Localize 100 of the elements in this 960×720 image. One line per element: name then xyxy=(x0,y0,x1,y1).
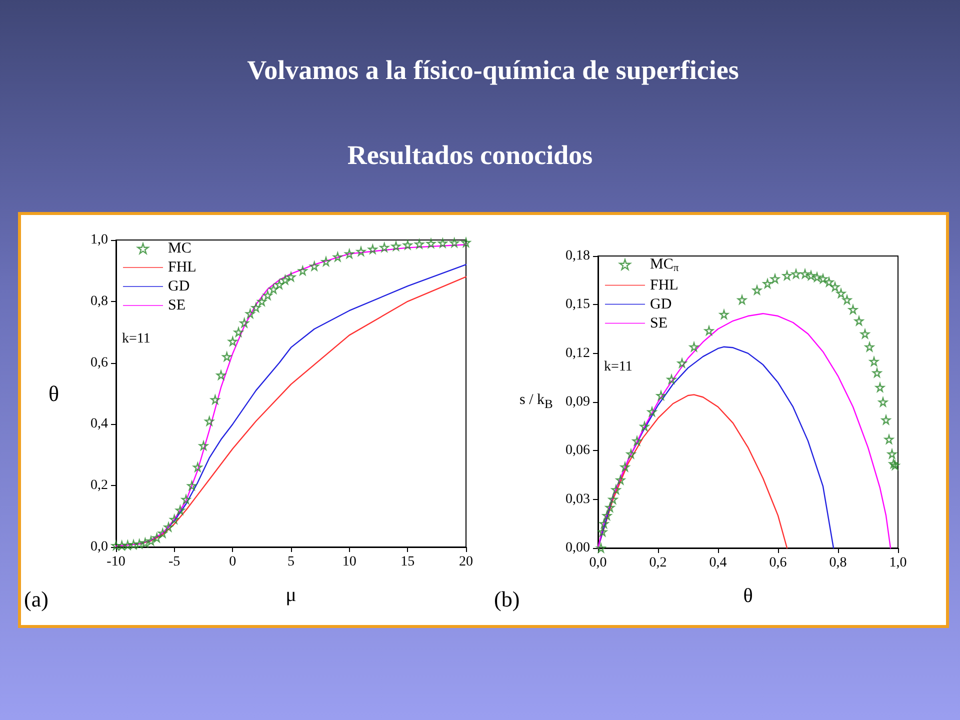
point xyxy=(626,449,636,459)
point xyxy=(878,397,888,407)
y-tick-label: 0,18 xyxy=(566,248,590,264)
point xyxy=(403,240,412,250)
y-tick-label: 0,03 xyxy=(566,492,590,507)
x-tick-label: 10 xyxy=(342,554,356,570)
x-tick-label: -5 xyxy=(168,554,180,570)
point xyxy=(818,274,828,284)
point xyxy=(128,540,138,550)
y-tick-label: 0,09 xyxy=(566,394,590,410)
y-tick-label: 0,2 xyxy=(90,478,108,494)
point xyxy=(286,272,296,282)
point xyxy=(181,494,191,504)
x-tick-label: 0,2 xyxy=(649,556,667,570)
x-tick-label: -10 xyxy=(106,554,126,570)
point xyxy=(647,407,657,416)
point xyxy=(860,329,870,338)
legend-label: GD xyxy=(168,278,190,294)
point xyxy=(632,436,642,446)
point xyxy=(887,449,897,459)
x-tick-label: 0 xyxy=(229,554,236,570)
point xyxy=(800,269,810,278)
point xyxy=(881,415,891,424)
point xyxy=(762,278,772,288)
annotation: k=11 xyxy=(604,360,632,374)
point xyxy=(164,522,174,532)
point xyxy=(836,288,846,298)
y-tick-label: 0,06 xyxy=(566,443,590,458)
x-tick-label: 0,0 xyxy=(589,556,607,570)
y-tick-label: 0,4 xyxy=(90,416,108,432)
y-tick-label: 1,0 xyxy=(90,232,108,248)
point xyxy=(461,238,471,248)
point xyxy=(280,275,290,285)
point xyxy=(719,310,729,319)
point xyxy=(770,274,780,284)
legend-label: SE xyxy=(168,298,186,314)
point xyxy=(824,277,834,287)
point xyxy=(872,368,882,378)
point xyxy=(611,485,621,494)
point xyxy=(737,295,747,304)
chart-title: Volvamos a la físico-química de superficies xyxy=(246,55,740,86)
x-tick-label: 20 xyxy=(459,554,473,570)
point xyxy=(869,356,879,366)
point xyxy=(598,527,608,536)
point xyxy=(854,316,864,326)
point xyxy=(599,519,609,528)
x-tick-label: 0,8 xyxy=(829,556,847,570)
point xyxy=(752,285,762,295)
legend-label: MC xyxy=(168,240,192,256)
point xyxy=(216,370,226,380)
point xyxy=(321,256,331,266)
legend-label: FHL xyxy=(650,277,678,294)
point xyxy=(791,269,801,278)
point xyxy=(198,441,208,450)
point xyxy=(602,510,612,520)
point xyxy=(426,238,436,248)
y-axis-title: s / k$_{B}$ xyxy=(520,392,553,412)
point xyxy=(875,382,885,392)
point xyxy=(251,302,261,312)
point xyxy=(134,539,144,549)
point xyxy=(274,280,284,290)
point xyxy=(864,342,874,352)
y-tick-label: 0,8 xyxy=(90,294,108,309)
point xyxy=(391,242,401,251)
x-tick-label: 5 xyxy=(288,554,294,570)
point xyxy=(438,238,448,248)
y-tick-label: 0,12 xyxy=(566,346,590,361)
y-axis-title: θ xyxy=(48,380,60,406)
point xyxy=(605,502,615,512)
point xyxy=(812,272,822,282)
point xyxy=(830,282,840,292)
point xyxy=(146,536,156,546)
point xyxy=(782,270,792,280)
annotation: k=11 xyxy=(122,332,150,346)
point xyxy=(704,326,714,336)
point xyxy=(666,374,676,384)
legend-label: GD xyxy=(650,296,672,312)
y-tick-label: 0,15 xyxy=(566,297,590,312)
point xyxy=(620,462,630,472)
point xyxy=(268,284,278,294)
legend-label: FHL xyxy=(168,260,196,276)
x-tick-label: 15 xyxy=(400,554,415,570)
point xyxy=(616,475,626,484)
point xyxy=(608,494,618,504)
point xyxy=(689,342,699,352)
point xyxy=(842,295,852,304)
x-axis-title: μ xyxy=(286,584,296,606)
point xyxy=(677,358,687,368)
text: (a) xyxy=(24,586,48,612)
x-axis-title: θ xyxy=(743,585,753,607)
x-tick-label: 1,0 xyxy=(889,556,907,570)
chart-subtitle: Resultados conocidos xyxy=(346,140,594,171)
point xyxy=(806,270,816,280)
point xyxy=(884,434,894,444)
point xyxy=(848,304,858,314)
legend-label: SE xyxy=(650,315,668,332)
point xyxy=(656,390,666,400)
x-tick-label: 0,4 xyxy=(709,556,727,570)
point xyxy=(234,328,244,337)
y-tick-label: 0,00 xyxy=(566,540,590,556)
